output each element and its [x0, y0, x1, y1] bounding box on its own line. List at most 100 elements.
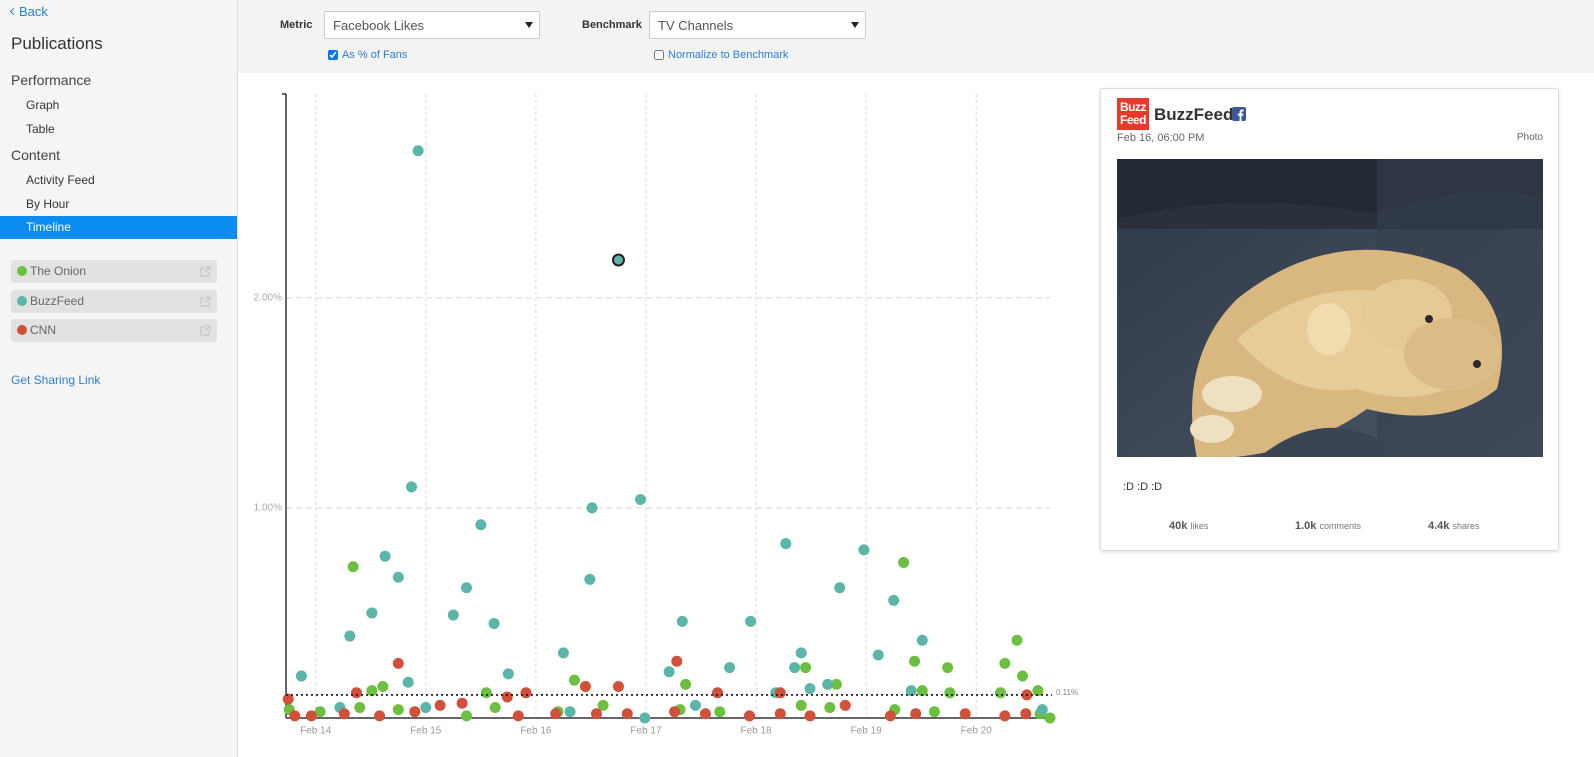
point[interactable] [488, 617, 500, 629]
nav-item[interactable]: Activity Feed [26, 173, 95, 187]
point[interactable] [475, 519, 487, 531]
point[interactable] [839, 699, 851, 711]
point[interactable] [586, 502, 598, 514]
nav-item-active[interactable]: Timeline [26, 220, 71, 234]
point[interactable] [774, 687, 786, 699]
point[interactable] [942, 662, 954, 674]
point[interactable] [502, 668, 514, 680]
point[interactable] [944, 687, 956, 699]
point[interactable] [724, 662, 736, 674]
point[interactable] [557, 647, 569, 659]
point[interactable] [714, 706, 726, 718]
point[interactable] [824, 701, 836, 713]
point[interactable] [344, 630, 356, 642]
point[interactable] [434, 699, 446, 711]
metric-select[interactable]: Facebook Likes [324, 11, 540, 39]
point[interactable] [745, 615, 757, 627]
point[interactable] [377, 680, 389, 692]
benchmark-select[interactable]: TV Channels [649, 11, 866, 39]
point[interactable] [712, 687, 724, 699]
selected-point[interactable] [611, 253, 625, 267]
point[interactable] [780, 538, 792, 550]
external-link-icon[interactable] [200, 266, 211, 277]
point[interactable] [1036, 704, 1048, 716]
point[interactable] [338, 708, 350, 720]
checkbox[interactable] [654, 50, 664, 60]
point[interactable] [621, 708, 633, 720]
point[interactable] [639, 712, 651, 724]
point[interactable] [680, 678, 692, 690]
point[interactable] [379, 550, 391, 562]
point[interactable] [305, 710, 317, 722]
point[interactable] [1016, 670, 1028, 682]
point[interactable] [888, 594, 900, 606]
point[interactable] [392, 571, 404, 583]
point[interactable] [412, 145, 424, 157]
point[interactable] [898, 557, 910, 569]
point[interactable] [959, 708, 971, 720]
point[interactable] [872, 649, 884, 661]
point[interactable] [461, 582, 473, 594]
checkbox[interactable] [328, 50, 338, 60]
point[interactable] [590, 708, 602, 720]
point[interactable] [1044, 712, 1056, 724]
point[interactable] [282, 693, 294, 705]
publication-pill[interactable]: The Onion [11, 260, 217, 283]
point[interactable] [1011, 634, 1023, 646]
point[interactable] [568, 674, 580, 686]
point[interactable] [350, 687, 362, 699]
point[interactable] [461, 710, 473, 722]
point[interactable] [916, 685, 928, 697]
point[interactable] [743, 710, 755, 722]
point[interactable] [314, 706, 326, 718]
point[interactable] [804, 683, 816, 695]
point[interactable] [392, 704, 404, 716]
point[interactable] [597, 699, 609, 711]
point[interactable] [392, 657, 404, 669]
nav-item[interactable]: By Hour [26, 197, 70, 211]
point[interactable] [800, 662, 812, 674]
point[interactable] [909, 655, 921, 667]
point[interactable] [347, 561, 359, 573]
point[interactable] [456, 697, 468, 709]
point[interactable] [928, 706, 940, 718]
point[interactable] [366, 685, 378, 697]
point[interactable] [905, 685, 917, 697]
back-link[interactable]: Back [9, 4, 48, 19]
publication-pill[interactable]: BuzzFeed [11, 289, 217, 313]
point[interactable] [795, 647, 807, 659]
point[interactable] [822, 678, 834, 690]
point[interactable] [916, 634, 928, 646]
external-link-icon[interactable] [200, 325, 211, 336]
benchmark-option[interactable]: Normalize to Benchmark [654, 49, 788, 61]
point[interactable] [774, 708, 786, 720]
point[interactable] [634, 493, 646, 505]
sharing-link[interactable]: Get Sharing Link [11, 373, 101, 387]
metric-option[interactable]: As % of Fans [328, 49, 407, 61]
point[interactable] [374, 710, 386, 722]
point[interactable] [1032, 685, 1044, 697]
point[interactable] [289, 710, 301, 722]
point[interactable] [402, 676, 414, 688]
point[interactable] [550, 708, 562, 720]
point[interactable] [520, 687, 532, 699]
point[interactable] [789, 662, 801, 674]
point[interactable] [366, 607, 378, 619]
point[interactable] [884, 710, 896, 722]
point[interactable] [480, 687, 492, 699]
nav-item[interactable]: Table [26, 122, 55, 136]
point[interactable] [676, 615, 688, 627]
point[interactable] [420, 701, 432, 713]
point[interactable] [409, 706, 421, 718]
point[interactable] [579, 680, 591, 692]
point[interactable] [489, 701, 501, 713]
point[interactable] [295, 670, 307, 682]
point[interactable] [663, 666, 675, 678]
point[interactable] [512, 710, 524, 722]
point[interactable] [999, 657, 1011, 669]
point[interactable] [564, 706, 576, 718]
point[interactable] [690, 699, 702, 711]
point[interactable] [910, 708, 922, 720]
point[interactable] [612, 680, 624, 692]
point[interactable] [994, 687, 1006, 699]
